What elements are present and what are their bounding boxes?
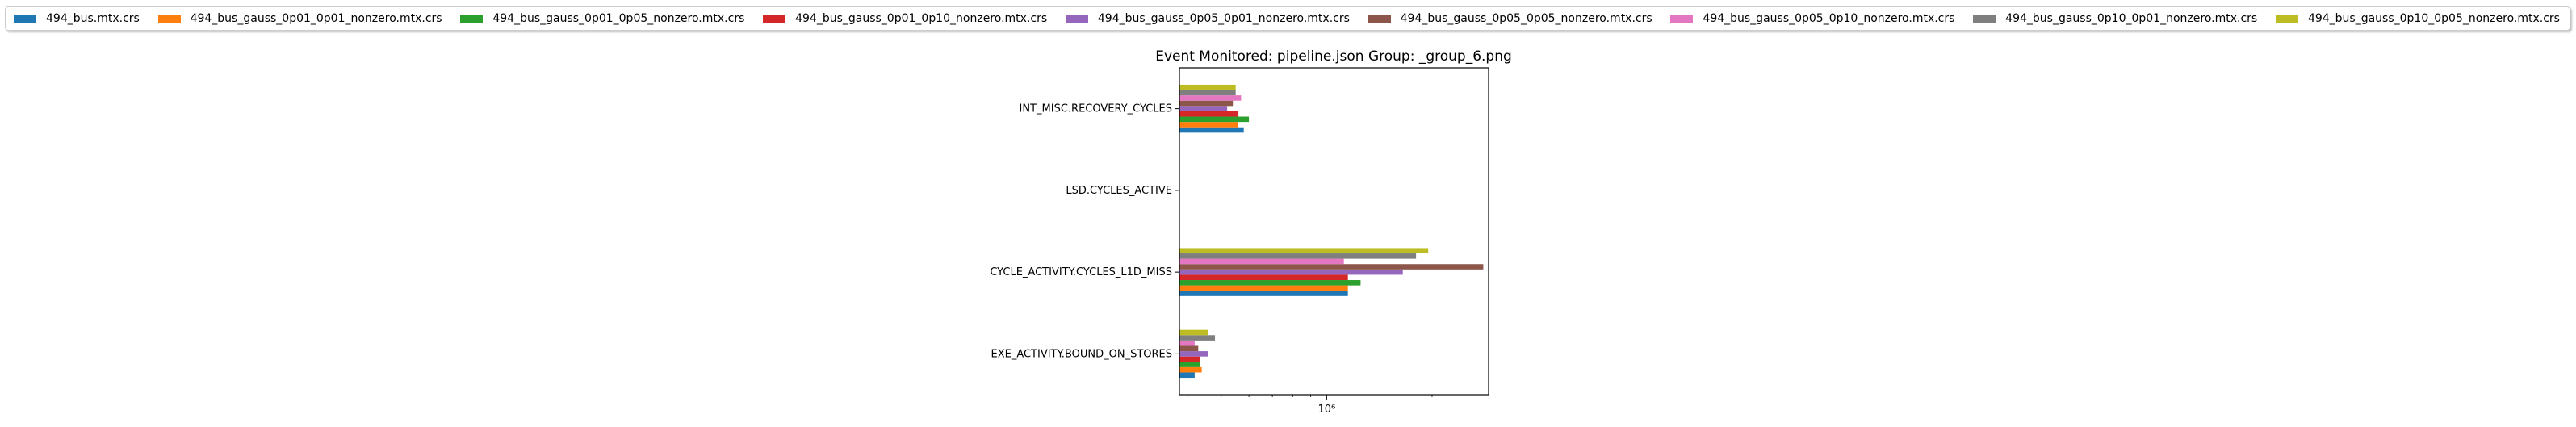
legend-item: 494_bus_gauss_0p05_0p05_nonzero.mtx.crs xyxy=(1368,12,1652,25)
legend-item: 494_bus_gauss_0p01_0p01_nonzero.mtx.crs xyxy=(157,12,442,25)
x-tick-label: 10⁶ xyxy=(1317,404,1335,416)
bar xyxy=(1179,90,1236,96)
legend-item: 494_bus_gauss_0p10_0p05_nonzero.mtx.crs xyxy=(2275,12,2560,25)
legend-label: 494_bus_gauss_0p05_0p01_nonzero.mtx.crs xyxy=(1097,12,1350,25)
legend-swatch xyxy=(2275,15,2298,23)
bar-group xyxy=(1179,84,1484,379)
legend-swatch xyxy=(1670,15,1694,23)
y-tick-label: LSD.CYCLES_ACTIVE xyxy=(1066,185,1172,197)
chart-title: Event Monitored: pipeline.json Group: _g… xyxy=(1155,48,1512,65)
bar xyxy=(1179,269,1403,275)
legend-swatch xyxy=(1368,15,1391,23)
bar xyxy=(1179,264,1484,270)
x-axis: 10⁶ xyxy=(1187,395,1433,416)
bar xyxy=(1179,111,1239,117)
legend-label: 494_bus_gauss_0p10_0p01_nonzero.mtx.crs xyxy=(2005,12,2258,25)
bar xyxy=(1179,258,1344,265)
chart-legend: 494_bus.mtx.crs 494_bus_gauss_0p01_0p01_… xyxy=(5,6,2570,31)
bar xyxy=(1179,280,1361,286)
bar xyxy=(1179,127,1244,133)
bar xyxy=(1179,248,1429,254)
legend-swatch xyxy=(14,15,36,23)
legend-item: 494_bus_gauss_0p01_0p05_nonzero.mtx.crs xyxy=(460,12,744,25)
legend-swatch xyxy=(157,15,181,23)
legend-label: 494_bus_gauss_0p01_0p10_nonzero.mtx.crs xyxy=(795,12,1048,25)
y-axis: EXE_ACTIVITY.BOUND_ON_STORES CYCLE_ACTIVI… xyxy=(990,103,1179,360)
bar xyxy=(1179,329,1209,336)
legend-item: 494_bus_gauss_0p10_0p01_nonzero.mtx.crs xyxy=(1973,12,2257,25)
bar xyxy=(1179,253,1417,259)
bar xyxy=(1179,291,1348,296)
legend-swatch xyxy=(763,15,786,23)
bar xyxy=(1179,116,1250,123)
legend-label: 494_bus_gauss_0p01_0p05_nonzero.mtx.crs xyxy=(492,12,745,25)
y-tick-label: CYCLE_ACTIVITY.CYCLES_L1D_MISS xyxy=(990,266,1172,278)
bar xyxy=(1179,100,1234,107)
bar xyxy=(1179,345,1199,352)
legend-label: 494_bus.mtx.crs xyxy=(46,12,140,25)
bar xyxy=(1179,340,1195,346)
bar xyxy=(1179,351,1209,357)
bar xyxy=(1179,366,1202,373)
bar xyxy=(1179,372,1195,379)
bar xyxy=(1179,285,1348,291)
plot-frame xyxy=(1179,67,1489,396)
bar xyxy=(1179,356,1200,362)
bar xyxy=(1179,335,1216,341)
bar xyxy=(1179,106,1228,111)
bar xyxy=(1179,122,1239,128)
y-tick-label: EXE_ACTIVITY.BOUND_ON_STORES xyxy=(991,348,1172,360)
legend-swatch xyxy=(460,15,484,23)
legend-label: 494_bus_gauss_0p10_0p05_nonzero.mtx.crs xyxy=(2307,12,2560,25)
legend-item: 494_bus_gauss_0p01_0p10_nonzero.mtx.crs xyxy=(763,12,1047,25)
legend-label: 494_bus_gauss_0p01_0p01_nonzero.mtx.crs xyxy=(190,12,442,25)
bar xyxy=(1179,362,1200,367)
legend-item: 494_bus_gauss_0p05_0p01_nonzero.mtx.crs xyxy=(1065,12,1350,25)
y-tick-label: INT_MISC.RECOVERY_CYCLES xyxy=(1020,103,1172,115)
legend-item: 494_bus.mtx.crs xyxy=(14,12,140,25)
bar xyxy=(1179,95,1242,101)
legend-item: 494_bus_gauss_0p05_0p10_nonzero.mtx.crs xyxy=(1670,12,1954,25)
legend-swatch xyxy=(1065,15,1088,23)
legend-label: 494_bus_gauss_0p05_0p10_nonzero.mtx.crs xyxy=(1703,12,1955,25)
bar xyxy=(1179,84,1236,90)
legend-swatch xyxy=(1973,15,1996,23)
bar xyxy=(1179,274,1348,281)
legend-label: 494_bus_gauss_0p05_0p05_nonzero.mtx.crs xyxy=(1400,12,1652,25)
